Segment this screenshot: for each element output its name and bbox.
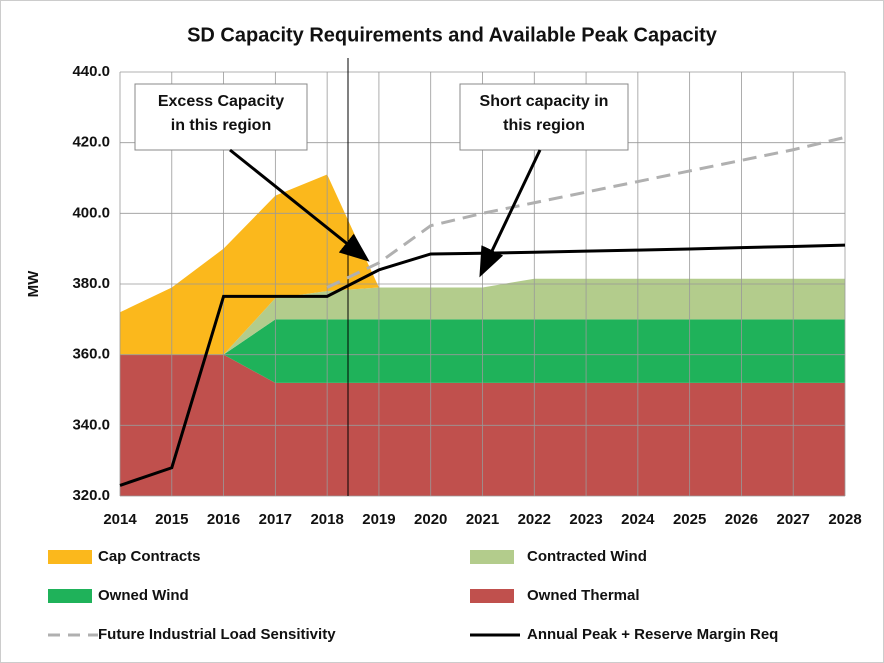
- annotation-text: Short capacity in: [480, 93, 609, 110]
- y-tick-label: 400.0: [72, 204, 110, 221]
- legend-swatch: [470, 550, 514, 564]
- x-tick-label: 2026: [725, 511, 758, 528]
- x-tick-label: 2020: [414, 511, 447, 528]
- legend-label: Owned Thermal: [527, 587, 640, 604]
- annotation-text: Excess Capacity: [158, 93, 284, 110]
- x-tick-label: 2028: [828, 511, 861, 528]
- x-tick-label: 2019: [362, 511, 395, 528]
- annotation-box: [459, 83, 629, 151]
- y-tick-label: 380.0: [72, 275, 110, 292]
- x-tick-label: 2021: [466, 511, 499, 528]
- y-tick-label: 440.0: [72, 63, 110, 80]
- y-tick-label: 420.0: [72, 134, 110, 151]
- y-tick-label: 320.0: [72, 487, 110, 504]
- legend-label: Future Industrial Load Sensitivity: [98, 626, 336, 643]
- x-tick-label: 2017: [259, 511, 292, 528]
- annotation-arrow: [479, 149, 542, 278]
- legend-swatch: [470, 589, 514, 603]
- chart-title: SD Capacity Requirements and Available P…: [187, 24, 718, 46]
- annotation-arrow: [229, 148, 370, 262]
- legend-label: Cap Contracts: [98, 548, 201, 565]
- x-tick-label: 2027: [777, 511, 810, 528]
- y-axis-label: MW: [25, 270, 42, 297]
- legend-label: Annual Peak + Reserve Margin Req: [527, 626, 778, 643]
- line: [326, 135, 846, 289]
- annotation-text: in this region: [171, 117, 271, 134]
- x-tick-label: 2014: [103, 511, 137, 528]
- legend-swatch: [48, 550, 92, 564]
- annotation-text: this region: [503, 117, 585, 134]
- legend-label: Owned Wind: [98, 587, 189, 604]
- y-tick-label: 360.0: [72, 346, 110, 363]
- x-tick-label: 2018: [310, 511, 343, 528]
- y-tick-label: 340.0: [72, 416, 110, 433]
- x-tick-label: 2025: [673, 511, 706, 528]
- x-tick-label: 2022: [518, 511, 551, 528]
- x-tick-label: 2016: [207, 511, 240, 528]
- area: [120, 174, 845, 355]
- legend-label: Contracted Wind: [527, 548, 647, 565]
- legend-swatch: [48, 589, 92, 603]
- x-tick-label: 2024: [621, 511, 655, 528]
- x-tick-label: 2023: [569, 511, 602, 528]
- x-tick-label: 2015: [155, 511, 188, 528]
- annotation-box: [134, 83, 308, 151]
